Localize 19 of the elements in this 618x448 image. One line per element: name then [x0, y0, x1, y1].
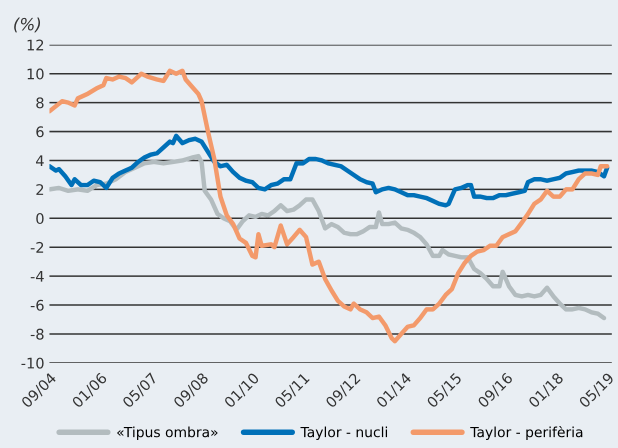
y-tick-label: -6 — [30, 300, 44, 311]
legend-label: Taylor - nucli — [300, 426, 388, 440]
y-tick-label: 2 — [36, 184, 44, 195]
y-axis-title: (%) — [14, 18, 40, 32]
y-tick-label: 12 — [28, 40, 44, 50]
y-tick-label: 0 — [36, 213, 44, 224]
y-tick-label: 10 — [28, 68, 44, 80]
legend-label: Taylor - perifèria — [470, 426, 582, 440]
y-tick-label: -4 — [30, 271, 44, 282]
line-series — [49, 134, 610, 208]
y-tick-label: -10 — [21, 358, 44, 369]
y-tick-label: 6 — [36, 126, 44, 138]
y-tick-label: 4 — [36, 155, 44, 166]
line-series — [49, 154, 606, 320]
legend-label: «Tipus ombra» — [117, 426, 218, 440]
y-tick-label: -8 — [30, 328, 44, 340]
y-tick-label: 8 — [36, 97, 44, 108]
line-series — [49, 68, 610, 344]
y-tick-label: -2 — [30, 242, 44, 253]
